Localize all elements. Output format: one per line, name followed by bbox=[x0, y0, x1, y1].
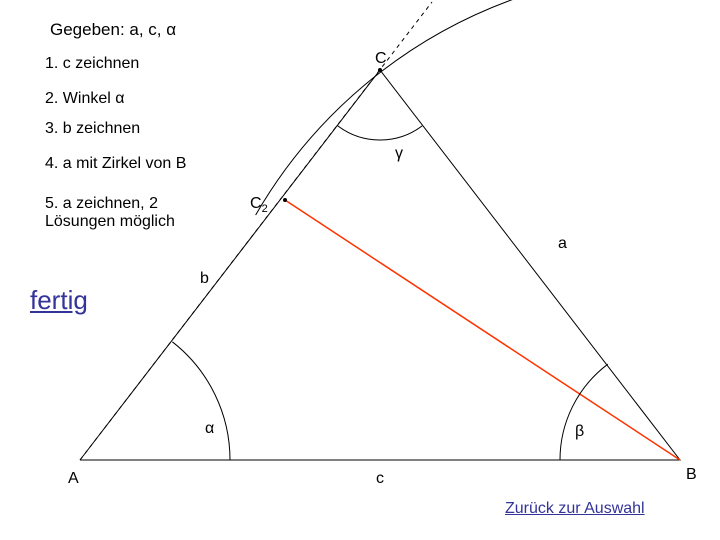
angle-beta: β bbox=[575, 423, 584, 441]
given-text: Gegeben: a, c, α bbox=[50, 20, 176, 40]
step-5-line1: 5. a zeichnen, 2 bbox=[45, 195, 158, 212]
side-b: b bbox=[200, 270, 209, 288]
step-2: 2. Winkel α bbox=[45, 90, 125, 108]
step-4: 4. a mit Zirkel von B bbox=[45, 155, 186, 173]
side-a: a bbox=[558, 235, 567, 253]
fertig-link[interactable]: fertig bbox=[30, 285, 88, 316]
step-1: 1. c zeichnen bbox=[45, 55, 139, 73]
side-c: c bbox=[376, 470, 384, 488]
vertex-C2: C2 bbox=[250, 195, 268, 215]
vertex-C: C bbox=[375, 50, 387, 68]
step-5: 5. a zeichnen, 2 Lösungen möglich bbox=[45, 195, 175, 231]
angle-gamma: γ bbox=[395, 145, 403, 163]
vertex-B: B bbox=[686, 466, 697, 484]
step-5-line2: Lösungen möglich bbox=[45, 213, 175, 230]
back-link[interactable]: Zurück zur Auswahl bbox=[505, 500, 645, 518]
angle-alpha: α bbox=[205, 420, 214, 438]
step-3: 3. b zeichnen bbox=[45, 120, 140, 138]
vertex-A: A bbox=[68, 470, 79, 488]
construction-diagram bbox=[0, 0, 720, 540]
